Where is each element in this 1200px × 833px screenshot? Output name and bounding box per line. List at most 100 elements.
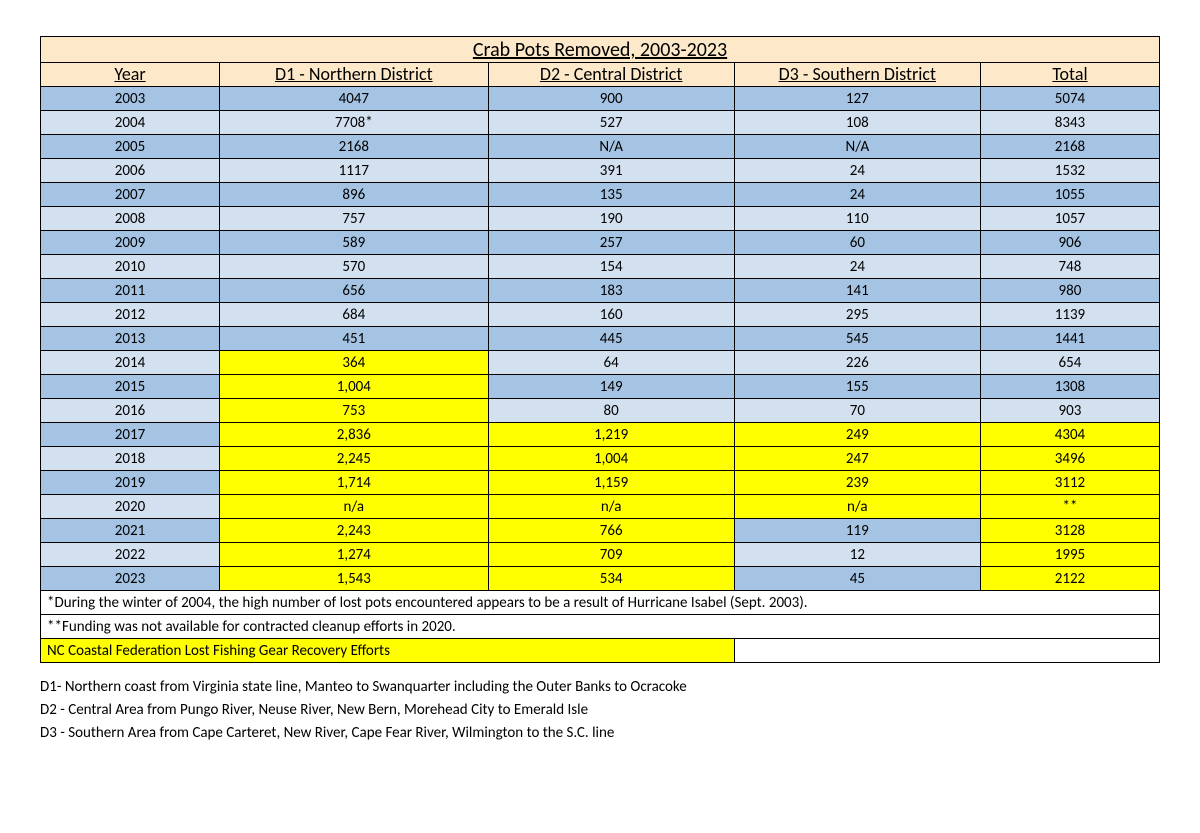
district-definitions: D1- Northern coast from Virginia state l…	[40, 677, 1160, 744]
cell: 2004	[41, 111, 220, 135]
cell: 766	[488, 519, 734, 543]
table-row: 200340479001275074	[41, 87, 1160, 111]
cell: 2020	[41, 495, 220, 519]
cell: 709	[488, 543, 734, 567]
cell: 2009	[41, 231, 220, 255]
cell: 2021	[41, 519, 220, 543]
cell: n/a	[220, 495, 489, 519]
table-row: 20212,2437661193128	[41, 519, 1160, 543]
cell: 1,159	[488, 471, 734, 495]
cell: N/A	[488, 135, 734, 159]
table-row: 201057015424748	[41, 255, 1160, 279]
cell: 8343	[980, 111, 1159, 135]
cell: 257	[488, 231, 734, 255]
cell: 980	[980, 279, 1159, 303]
cell: 1117	[220, 159, 489, 183]
cell: 900	[488, 87, 734, 111]
cell: 295	[734, 303, 980, 327]
cell: 2011	[41, 279, 220, 303]
cell: 12	[734, 543, 980, 567]
cell: 2016	[41, 399, 220, 423]
cell: 127	[734, 87, 980, 111]
cell: 1,004	[220, 375, 489, 399]
cell: 2122	[980, 567, 1159, 591]
cell: 2023	[41, 567, 220, 591]
table-row: 20052168N/AN/A2168	[41, 135, 1160, 159]
cell: n/a	[488, 495, 734, 519]
cell: 24	[734, 183, 980, 207]
table-title: Crab Pots Removed, 2003-2023	[41, 37, 1160, 63]
cell: 364	[220, 351, 489, 375]
district-definition-line: D3 - Southern Area from Cape Carteret, N…	[40, 723, 1160, 744]
cell: 906	[980, 231, 1159, 255]
cell: 1995	[980, 543, 1159, 567]
cell: 4304	[980, 423, 1159, 447]
cell: 2018	[41, 447, 220, 471]
table-row: 2020n/an/an/a**	[41, 495, 1160, 519]
cell: 247	[734, 447, 980, 471]
cell: 3496	[980, 447, 1159, 471]
cell: 1,543	[220, 567, 489, 591]
cell: 1308	[980, 375, 1159, 399]
legend-label: NC Coastal Federation Lost Fishing Gear …	[41, 639, 735, 663]
cell: 2005	[41, 135, 220, 159]
legend-blank	[734, 639, 1159, 663]
cell: 2013	[41, 327, 220, 351]
column-header: Year	[41, 63, 220, 87]
cell: 2019	[41, 471, 220, 495]
cell: 534	[488, 567, 734, 591]
cell: 589	[220, 231, 489, 255]
cell: 1441	[980, 327, 1159, 351]
cell: 1139	[980, 303, 1159, 327]
cell: 60	[734, 231, 980, 255]
footnote: *During the winter of 2004, the high num…	[41, 591, 1160, 615]
table-row: 20191,7141,1592393112	[41, 471, 1160, 495]
cell: **	[980, 495, 1159, 519]
cell: 2006	[41, 159, 220, 183]
cell: 24	[734, 255, 980, 279]
cell: 570	[220, 255, 489, 279]
cell: 64	[488, 351, 734, 375]
cell: 445	[488, 327, 734, 351]
cell: 70	[734, 399, 980, 423]
table-row: 201436464226654	[41, 351, 1160, 375]
cell: 896	[220, 183, 489, 207]
cell: 2017	[41, 423, 220, 447]
table-row: 20167538070903	[41, 399, 1160, 423]
column-header: Total	[980, 63, 1159, 87]
table-row: 20221,274709121995	[41, 543, 1160, 567]
cell: 654	[980, 351, 1159, 375]
column-header: D1 - Northern District	[220, 63, 489, 87]
cell: 135	[488, 183, 734, 207]
cell: 3112	[980, 471, 1159, 495]
cell: 4047	[220, 87, 489, 111]
cell: 149	[488, 375, 734, 399]
cell: 1057	[980, 207, 1159, 231]
cell: 45	[734, 567, 980, 591]
cell: 7708*	[220, 111, 489, 135]
cell: 2168	[220, 135, 489, 159]
column-header: D3 - Southern District	[734, 63, 980, 87]
cell: 1,274	[220, 543, 489, 567]
cell: 239	[734, 471, 980, 495]
table-row: 20047708*5271088343	[41, 111, 1160, 135]
cell: 2014	[41, 351, 220, 375]
cell: 155	[734, 375, 980, 399]
cell: 2,245	[220, 447, 489, 471]
cell: 684	[220, 303, 489, 327]
cell: 1,219	[488, 423, 734, 447]
table-row: 20134514455451441	[41, 327, 1160, 351]
cell: 656	[220, 279, 489, 303]
table-row: 20172,8361,2192494304	[41, 423, 1160, 447]
cell: 154	[488, 255, 734, 279]
cell: 226	[734, 351, 980, 375]
table-row: 20061117391241532	[41, 159, 1160, 183]
crab-pots-table: Crab Pots Removed, 2003-2023YearD1 - Nor…	[40, 36, 1160, 663]
cell: 2008	[41, 207, 220, 231]
table-row: 20087571901101057	[41, 207, 1160, 231]
cell: 753	[220, 399, 489, 423]
cell: 160	[488, 303, 734, 327]
cell: 24	[734, 159, 980, 183]
table-row: 2011656183141980	[41, 279, 1160, 303]
cell: N/A	[734, 135, 980, 159]
